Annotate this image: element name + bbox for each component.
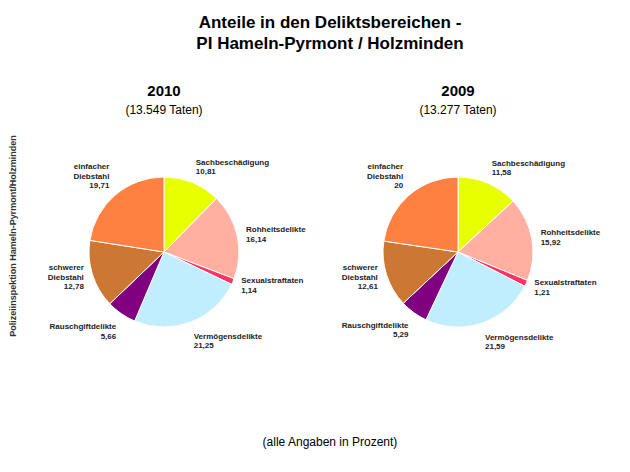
data-label: 5,29 bbox=[393, 330, 409, 339]
data-label: 12,78 bbox=[64, 282, 85, 291]
pie-slice bbox=[90, 177, 164, 252]
data-label: 11,58 bbox=[492, 168, 512, 177]
pie-title: 2009 bbox=[441, 82, 474, 99]
label-category: Vermögensdelikte bbox=[485, 333, 554, 342]
pie-subtitle: (13.549 Taten) bbox=[125, 103, 202, 117]
title: Anteile in den Deliktsbereichen - bbox=[199, 13, 462, 32]
data-label: 10,81 bbox=[196, 167, 217, 176]
data-label: 12,61 bbox=[358, 282, 379, 291]
data-label: 21,25 bbox=[194, 341, 215, 350]
data-labels: Sachbeschädigung10,81 Rohheitsdelikte16,1… bbox=[48, 158, 306, 350]
subtitle: (alle Angaben in Prozent) bbox=[263, 435, 398, 449]
pie-subtitle: (13.277 Taten) bbox=[419, 103, 496, 117]
label-category: schwerer bbox=[343, 263, 378, 272]
label-category: Rohheitsdelikte bbox=[246, 225, 306, 234]
data-labels: Sachbeschädigung11,58 Rohheitsdelikte15,9… bbox=[342, 159, 601, 351]
label-category: schwerer bbox=[49, 263, 84, 272]
label-category: Diebstahl bbox=[342, 273, 378, 282]
data-label: 20 bbox=[394, 181, 403, 190]
data-label: 5,66 bbox=[101, 332, 117, 341]
title: PI Hameln-Pyrmont / Holzminden bbox=[196, 34, 463, 53]
label-category: Rauschgiftdelikte bbox=[342, 321, 409, 330]
label-category: Diebstahl bbox=[48, 273, 84, 282]
label-category: Sachbeschädigung bbox=[196, 158, 269, 167]
label-category: Vermögensdelikte bbox=[194, 332, 263, 341]
label-category: Diebstahl bbox=[73, 172, 109, 181]
pie bbox=[89, 177, 239, 327]
label-category: Rauschgiftdelikte bbox=[50, 322, 117, 331]
pie bbox=[383, 177, 533, 327]
data-label: 15,92 bbox=[541, 238, 562, 247]
label-category: Rohheitsdelikte bbox=[541, 228, 601, 237]
label-category: Sexualstraftaten bbox=[241, 276, 303, 285]
data-label: 1,14 bbox=[241, 286, 257, 295]
label-category: Diebstahl bbox=[367, 172, 403, 181]
label-category: einfacher bbox=[368, 162, 404, 171]
label-category: Sexualstraftaten bbox=[534, 278, 596, 287]
data-label: 1,21 bbox=[534, 288, 550, 297]
pie-slice bbox=[384, 177, 458, 252]
data-label: 21,59 bbox=[485, 342, 506, 351]
data-label: 16,14 bbox=[246, 235, 267, 244]
pie-title: 2010 bbox=[147, 82, 180, 99]
sidebar-text: Polizeiinspektion Hameln-Pyrmont/Holzmin… bbox=[8, 135, 18, 337]
chart: Polizeiinspektion Hameln-Pyrmont/Holzmin… bbox=[0, 0, 630, 472]
label-category: einfacher bbox=[74, 162, 110, 171]
label-category: Sachbeschädigung bbox=[492, 159, 565, 168]
data-label: 19,71 bbox=[89, 181, 110, 190]
